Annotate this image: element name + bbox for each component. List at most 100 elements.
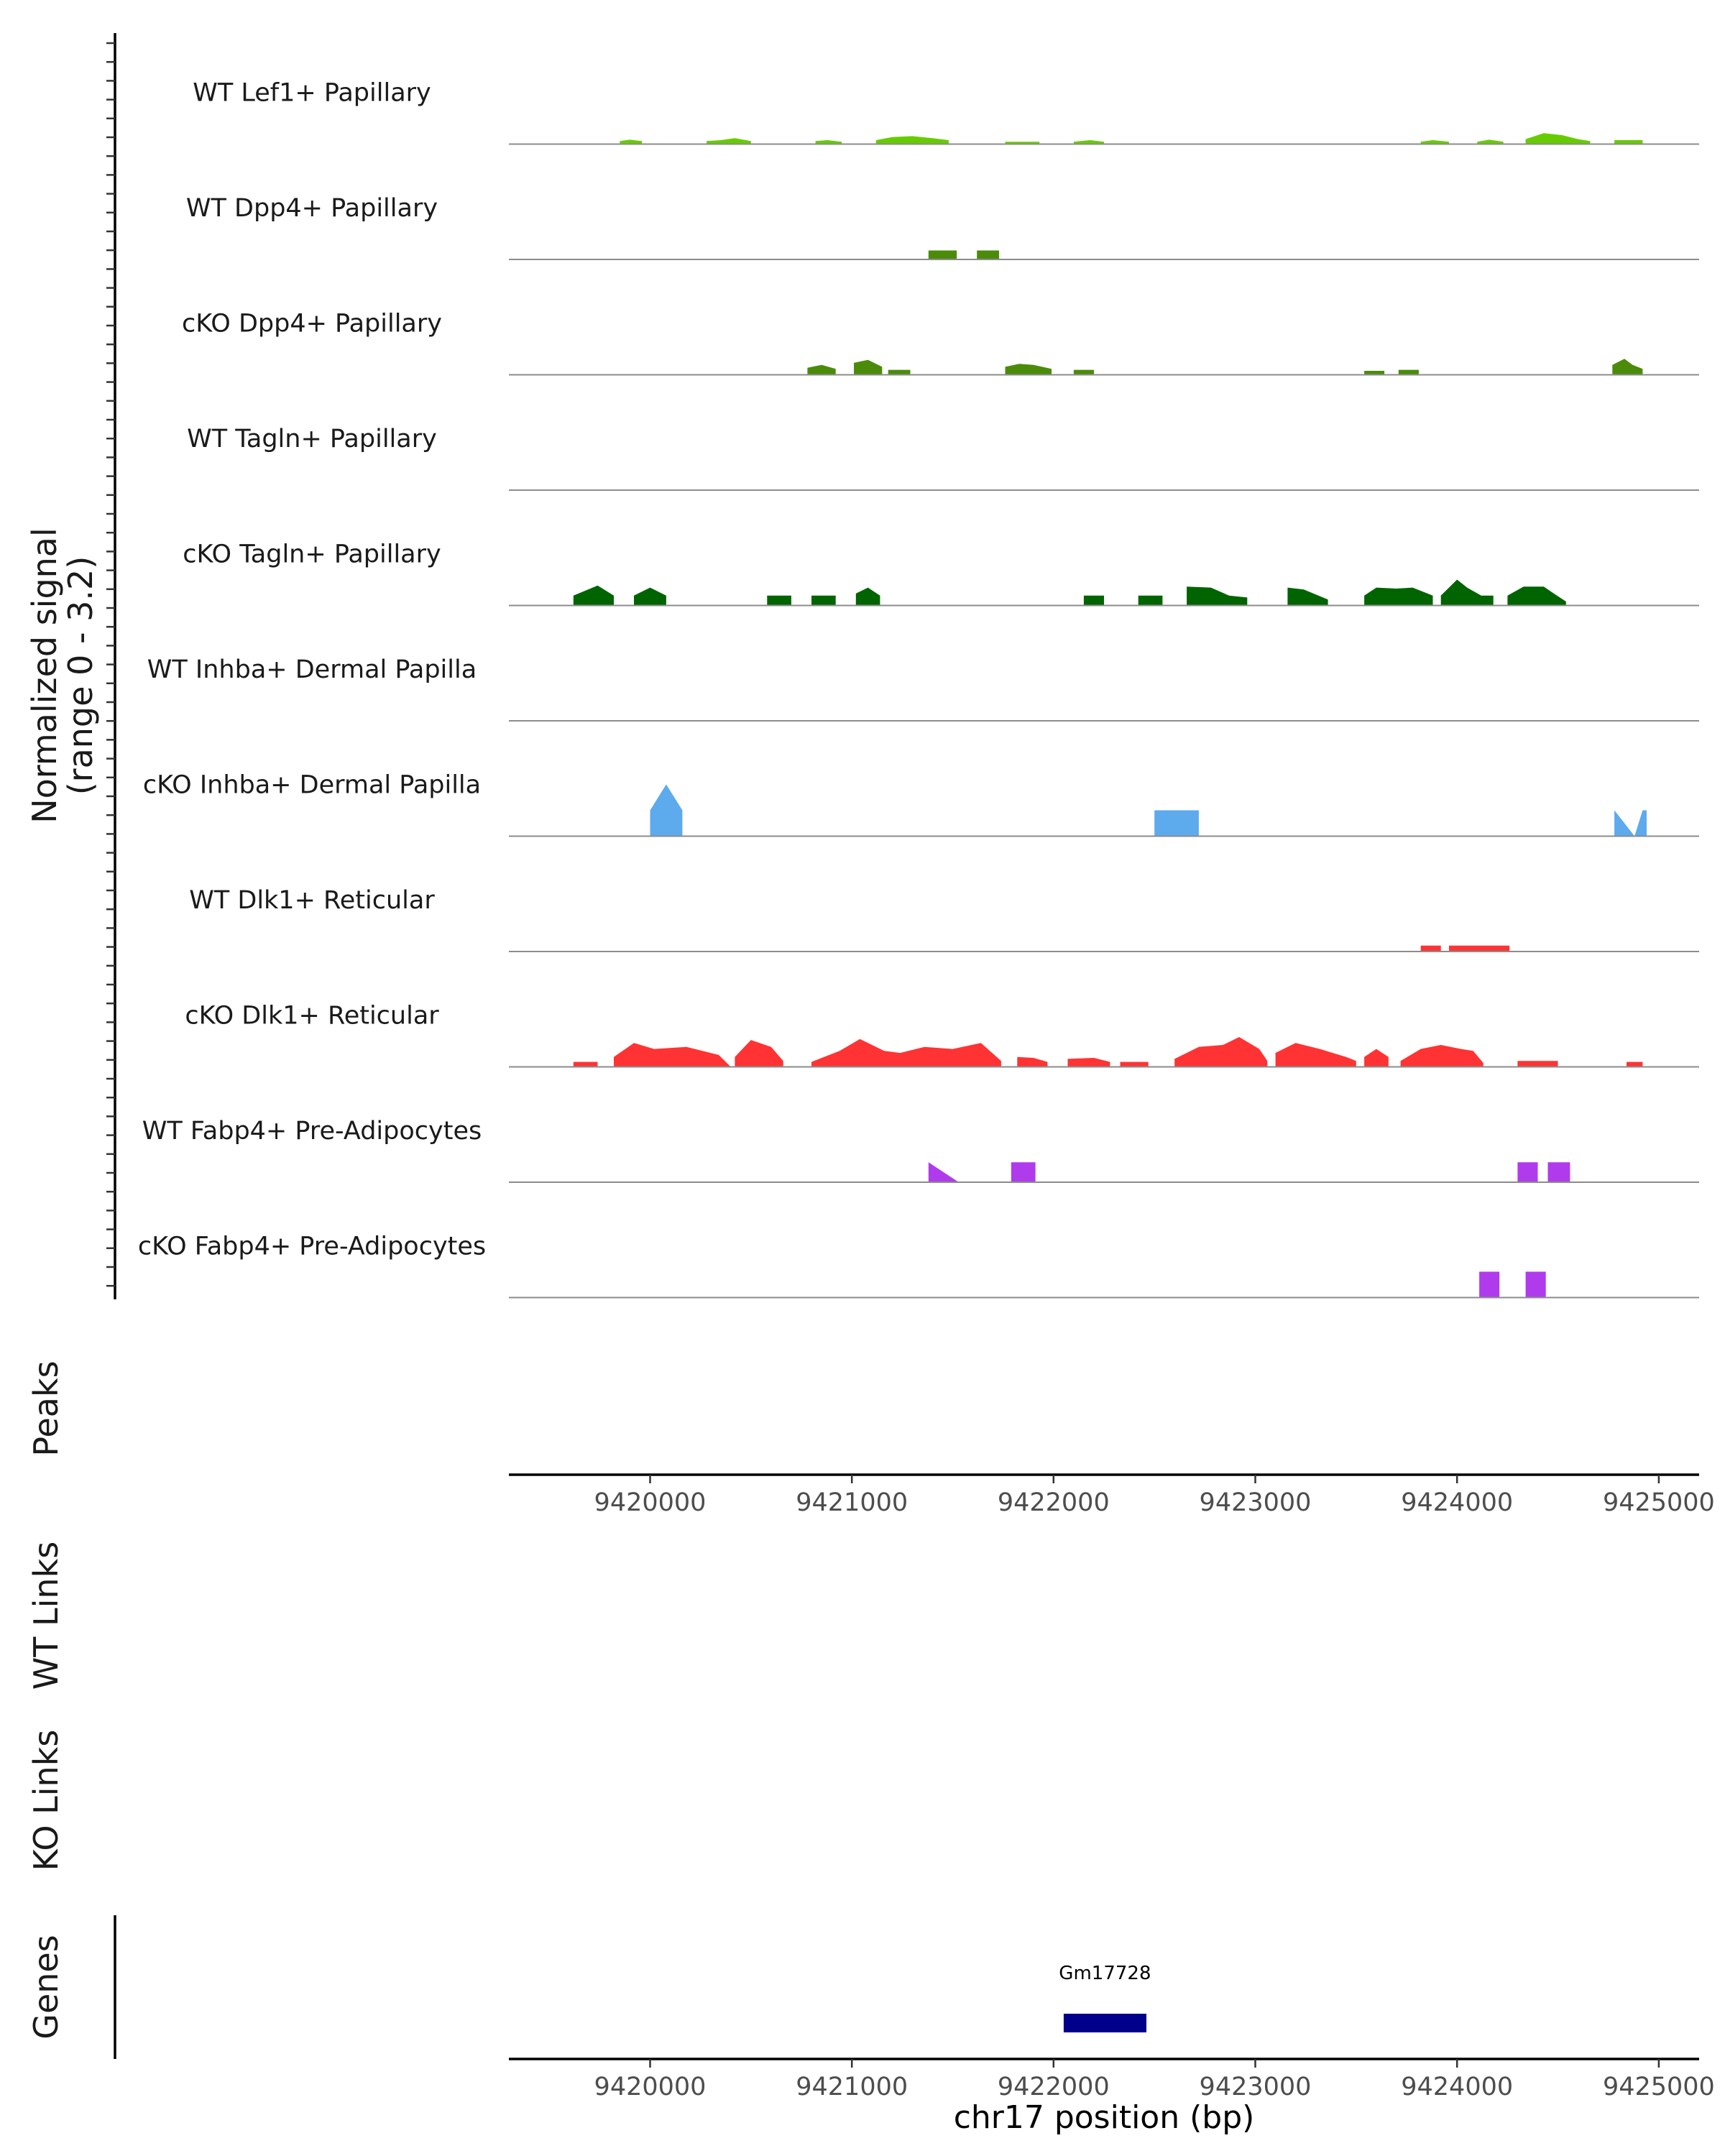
track-4: cKO Tagln+ Papillary bbox=[183, 540, 1699, 607]
coverage-area-0-7 bbox=[1477, 139, 1504, 144]
coverage-area-8-11 bbox=[1517, 1061, 1558, 1067]
coverage-area-0-8 bbox=[1525, 133, 1591, 144]
track-label-10: cKO Fabp4+ Pre-Adipocytes bbox=[138, 1233, 486, 1261]
coverage-area-4-3 bbox=[811, 595, 836, 606]
coverage-area-6-0 bbox=[650, 784, 683, 837]
coverage-area-8-7 bbox=[1174, 1037, 1268, 1067]
coverage-area-4-7 bbox=[1187, 586, 1248, 606]
coverage-area-8-12 bbox=[1627, 1061, 1643, 1067]
coverage-area-2-3 bbox=[1005, 364, 1052, 375]
coverage-ylabel-line2: (range 0 - 3.2) bbox=[61, 556, 100, 796]
wt-links-label: WT Links bbox=[27, 1542, 65, 1690]
coverage-area-8-0 bbox=[573, 1061, 598, 1067]
coverage-area-9-3 bbox=[1547, 1162, 1570, 1182]
coverage-area-0-9 bbox=[1614, 140, 1643, 144]
coverage-area-9-2 bbox=[1517, 1162, 1538, 1182]
coverage-y-axis bbox=[106, 33, 116, 1299]
track-2: cKO Dpp4+ Papillary bbox=[182, 310, 1699, 376]
track-label-8: cKO Dlk1+ Reticular bbox=[185, 1002, 439, 1031]
coverage-area-8-5 bbox=[1067, 1058, 1110, 1067]
track-label-0: WT Lef1+ Papillary bbox=[193, 79, 431, 108]
coverage-area-4-4 bbox=[855, 587, 880, 606]
track-7: WT Dlk1+ Reticular bbox=[189, 886, 1699, 952]
coverage-area-2-2 bbox=[888, 369, 911, 375]
coverage-area-6-2 bbox=[1614, 810, 1647, 837]
track-label-6: cKO Inhba+ Dermal Papilla bbox=[143, 771, 481, 800]
genes-label: Genes bbox=[27, 1935, 65, 2039]
coverage-area-9-1 bbox=[1011, 1162, 1036, 1182]
coverage-area-8-2 bbox=[735, 1040, 783, 1067]
coverage-area-4-0 bbox=[573, 585, 614, 606]
coverage-area-4-2 bbox=[767, 595, 791, 606]
coverage-area-2-4 bbox=[1073, 369, 1094, 375]
genes-x-axis-tick-label-0: 9420000 bbox=[594, 2073, 707, 2101]
track-1: WT Dpp4+ Papillary bbox=[186, 194, 1699, 260]
track-10: cKO Fabp4+ Pre-Adipocytes bbox=[138, 1233, 1699, 1299]
peaks-x-axis-tick-label-0: 9420000 bbox=[594, 1488, 707, 1517]
coverage-area-2-1 bbox=[854, 359, 883, 375]
track-label-4: cKO Tagln+ Papillary bbox=[183, 540, 441, 569]
track-9: WT Fabp4+ Pre-Adipocytes bbox=[142, 1117, 1699, 1183]
gene-body-0 bbox=[1063, 2014, 1146, 2032]
coverage-ylabel-line1: Normalized signal bbox=[25, 528, 64, 824]
coverage-area-4-10 bbox=[1440, 579, 1494, 606]
track-8: cKO Dlk1+ Reticular bbox=[185, 1002, 1699, 1068]
coverage-area-4-8 bbox=[1287, 587, 1328, 606]
track-label-9: WT Fabp4+ Pre-Adipocytes bbox=[142, 1117, 482, 1146]
coverage-area-1-1 bbox=[977, 250, 999, 259]
coverage-area-4-5 bbox=[1083, 595, 1104, 606]
coverage-tracks: WT Lef1+ Papillary WT Dpp4+ Papillary cKO … bbox=[138, 79, 1699, 1299]
track-label-1: WT Dpp4+ Papillary bbox=[186, 194, 438, 223]
coverage-area-4-9 bbox=[1364, 587, 1433, 606]
track-5: WT Inhba+ Dermal Papilla bbox=[147, 655, 1699, 722]
coverage-area-7-0 bbox=[1420, 945, 1441, 952]
genes-x-axis-ticks: 9420000 9421000 9422000 9423000 9424000 94250… bbox=[594, 2059, 1715, 2101]
track-0: WT Lef1+ Papillary bbox=[193, 79, 1699, 145]
coverage-area-7-1 bbox=[1449, 945, 1510, 952]
coverage-area-0-5 bbox=[1073, 140, 1104, 144]
genes-x-axis-tick-label-2: 9422000 bbox=[998, 2073, 1110, 2101]
coverage-area-0-2 bbox=[815, 140, 842, 144]
coverage-area-4-11 bbox=[1507, 586, 1566, 606]
genes-x-axis-tick-label-5: 9425000 bbox=[1603, 2073, 1715, 2101]
genes-x-axis-tick-label-1: 9421000 bbox=[796, 2073, 908, 2101]
coverage-area-2-0 bbox=[807, 364, 836, 375]
coverage-area-0-3 bbox=[875, 136, 949, 144]
coverage-area-8-4 bbox=[1017, 1056, 1048, 1067]
peaks-x-axis-tick-label-3: 9423000 bbox=[1200, 1488, 1312, 1517]
gene-label-0: Gm17728 bbox=[1059, 1963, 1151, 1984]
coverage-area-4-6 bbox=[1138, 595, 1163, 606]
track-label-2: cKO Dpp4+ Papillary bbox=[182, 310, 442, 338]
x-axis-title: chr17 position (bp) bbox=[954, 2099, 1255, 2136]
coverage-area-1-0 bbox=[928, 250, 957, 259]
coverage-area-0-1 bbox=[707, 138, 751, 144]
coverage-area-0-0 bbox=[620, 139, 643, 144]
track-6: cKO Inhba+ Dermal Papilla bbox=[143, 771, 1699, 837]
coverage-area-2-5 bbox=[1364, 371, 1385, 375]
peaks-x-axis-tick-label-2: 9422000 bbox=[998, 1488, 1110, 1517]
track-label-3: WT Tagln+ Papillary bbox=[187, 425, 437, 453]
coverage-area-0-6 bbox=[1420, 140, 1449, 144]
peaks-x-axis-tick-label-5: 9425000 bbox=[1603, 1488, 1715, 1517]
gene-strand-arrow-0 bbox=[1064, 2014, 1075, 2032]
track-3: WT Tagln+ Papillary bbox=[187, 425, 1699, 491]
track-label-7: WT Dlk1+ Reticular bbox=[189, 886, 435, 915]
coverage-area-9-0 bbox=[928, 1162, 959, 1182]
genes-x-axis-tick-label-3: 9423000 bbox=[1200, 2073, 1312, 2101]
coverage-area-8-3 bbox=[811, 1038, 1001, 1067]
gene-models: Gm17728 bbox=[1059, 1963, 1151, 2032]
coverage-area-6-1 bbox=[1154, 810, 1199, 837]
peaks-x-axis-ticks: 9420000 9421000 9422000 9423000 9424000 94250… bbox=[594, 1475, 1715, 1517]
peaks-label: Peaks bbox=[27, 1360, 65, 1456]
coverage-area-8-6 bbox=[1120, 1061, 1149, 1067]
peaks-x-axis-tick-label-4: 9424000 bbox=[1401, 1488, 1513, 1517]
coverage-area-8-10 bbox=[1400, 1045, 1484, 1067]
coverage-area-10-1 bbox=[1525, 1271, 1546, 1298]
coverage-area-2-6 bbox=[1398, 369, 1419, 375]
ko-links-label: KO Links bbox=[27, 1730, 65, 1871]
coverage-area-8-1 bbox=[614, 1043, 731, 1067]
genes-x-axis-tick-label-4: 9424000 bbox=[1401, 2073, 1513, 2101]
coverage-area-8-8 bbox=[1275, 1043, 1356, 1067]
coverage-area-10-0 bbox=[1479, 1271, 1500, 1298]
